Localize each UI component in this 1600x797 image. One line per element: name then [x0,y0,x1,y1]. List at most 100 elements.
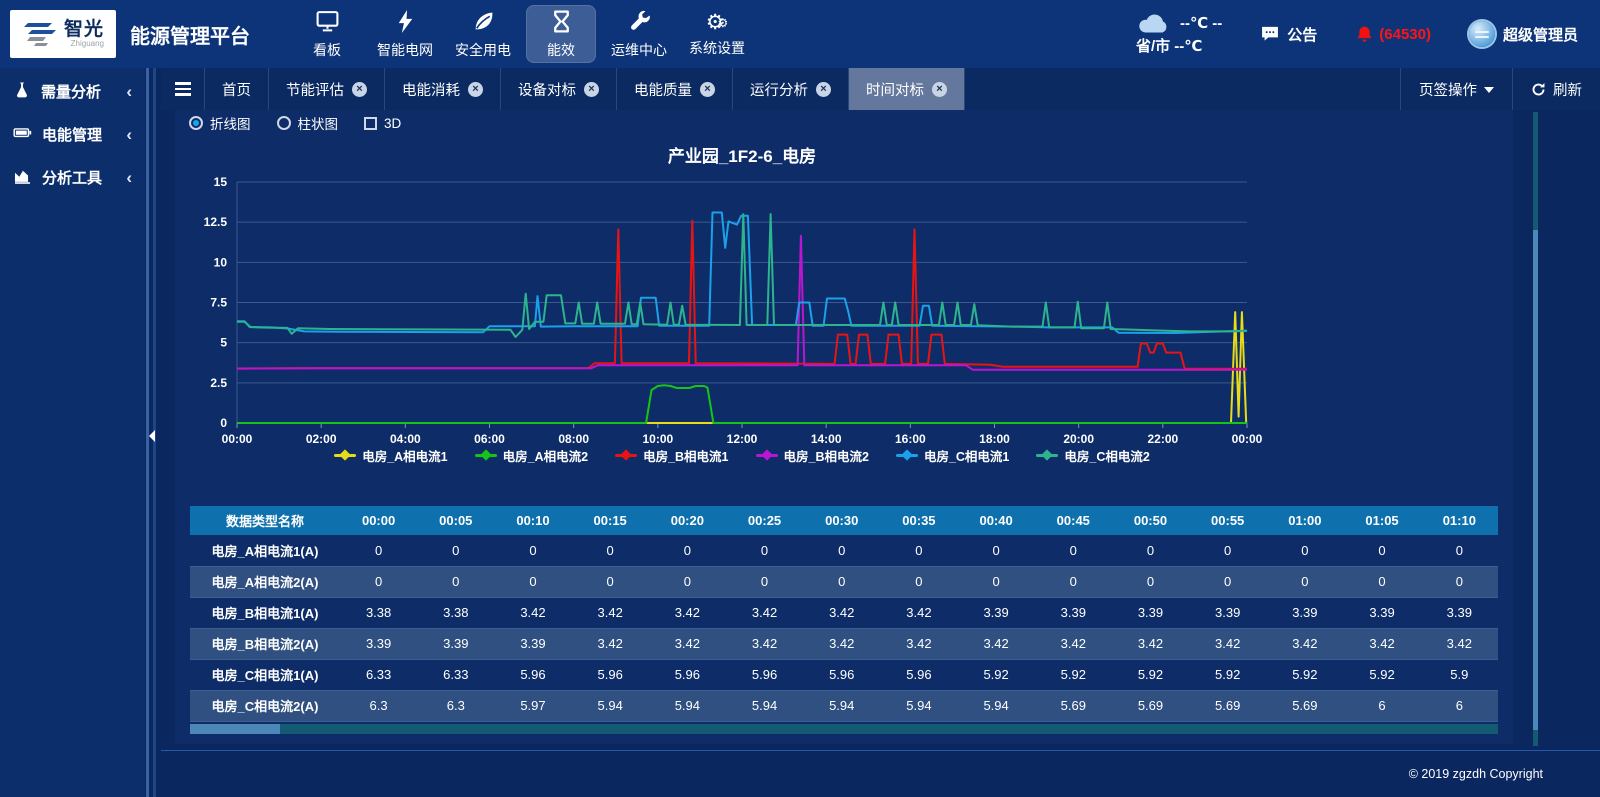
alarm-button[interactable]: (64530) [1355,25,1431,44]
legend-item-电房_C相电流2[interactable]: 电房_C相电流2 [1036,446,1150,465]
row-label: 电房_C相电流1(A) [211,668,319,683]
chevron-left-icon: ‹ [126,167,132,187]
body-row: 需量分析 ‹ 电能管理 ‹ 分析工具 ‹ 首页 节能评估 × 电能消耗 × 设备对标 × 电能质量 × 运行… [0,68,1600,797]
hourglass-icon [549,9,574,37]
legend-item-电房_A相电流1[interactable]: 电房_A相电流1 [334,446,448,465]
tab-首页[interactable]: 首页 [205,68,269,110]
table-header-cell: 00:35 [880,506,958,535]
tab-operations-label: 页签操作 [1419,82,1477,99]
cell-value: 6.33 [365,667,392,682]
nav-item-看板[interactable]: 看板 [292,5,362,63]
cell-value: 3.42 [1060,636,1086,651]
cell-value: 0 [374,574,383,589]
cell-value: 0 [915,574,923,589]
nav-item-系统设置[interactable]: ⚙⚙ 系统设置 [682,5,752,63]
cell-value: 5.96 [751,667,778,682]
cell-value: 3.42 [829,605,855,620]
legend-item-电房_B相电流2[interactable]: 电房_B相电流2 [755,446,869,465]
top-header: 智光 Zhiguang 能源管理平台 看板 智能电网 安全用电 能效 运维中心 ⚙⚙ 系统设… [0,0,1600,68]
tab-close-icon[interactable]: × [468,81,483,97]
nav-item-智能电网[interactable]: 智能电网 [370,5,440,63]
svg-text:08:00: 08:00 [558,432,589,444]
nav-item-安全用电[interactable]: 安全用电 [448,5,518,63]
cell-value: 0 [452,574,460,589]
row-label: 电房_B相电流1(A) [211,606,319,621]
radio-柱状图[interactable]: 柱状图 [276,113,338,133]
cell-value: 5.96 [520,667,546,682]
legend-item-电房_A相电流2[interactable]: 电房_A相电流2 [474,446,589,465]
tab-节能评估[interactable]: 节能评估 × [269,68,385,110]
vertical-scrollbar-thumb[interactable] [1533,230,1538,730]
horizontal-scrollbar-thumb[interactable] [190,723,280,734]
tab-label: 节能评估 [286,82,344,99]
svg-text:14:00: 14:00 [811,432,842,444]
tab-close-icon[interactable]: × [932,81,947,97]
table-header-cell: 00:00 [340,506,418,535]
cell-value: 5.96 [597,667,623,682]
sidebar-item-分析工具[interactable]: 分析工具 ‹ [0,156,145,199]
tab-close-icon[interactable]: × [352,81,367,97]
svg-text:12.5: 12.5 [204,215,228,229]
checkbox-3D[interactable]: 3D [364,116,401,131]
svg-text:22:00: 22:00 [1147,432,1178,444]
sidebar-collapse-handle[interactable] [149,430,155,442]
cell-value: 3.39 [1446,605,1472,620]
user-menu[interactable]: 超级管理员 [1468,21,1578,47]
cell-value: 5.92 [1215,667,1241,682]
legend-label: 电房_A相电流1 [362,449,448,464]
notice-label: 公告 [1287,26,1318,44]
tab-operations-button[interactable]: 页签操作 [1400,68,1512,110]
vertical-scrollbar[interactable] [1533,112,1538,746]
chart-icon [13,166,32,189]
notice-button[interactable]: 公告 [1260,24,1317,45]
legend-item-电房_C相电流1[interactable]: 电房_C相电流1 [895,446,1009,465]
user-name: 超级管理员 [1502,26,1578,44]
cell-value: 0 [838,542,846,558]
copyright-text: © 2019 zgzdh Copyright [1408,767,1543,781]
chart-title: 产业园_1F2-6_电房 [667,147,817,166]
sidebar-item-电能管理[interactable]: 电能管理 ‹ [0,113,145,156]
tab-电能消耗[interactable]: 电能消耗 × [385,68,501,110]
refresh-button[interactable]: 刷新 [1512,68,1600,110]
legend-label: 电房_A相电流2 [502,449,589,464]
weather-temp: --℃ -- [1179,14,1223,32]
cell-value: 3.42 [520,605,546,620]
tab-close-icon[interactable]: × [700,81,715,97]
flask-icon [13,81,31,103]
legend-item-电房_B相电流1[interactable]: 电房_B相电流1 [615,446,729,465]
cell-value: 0 [1455,542,1463,558]
table-header-cell: 00:10 [494,506,572,535]
nav-item-运维中心[interactable]: 运维中心 [604,5,674,63]
table-header-cell: 00:15 [571,506,649,535]
menu-toggle-button[interactable] [161,68,205,110]
line-chart: 0 2.5 5 7.5 10 12.5 15 00:00 02:00 04:00 06:00 08:0… [204,175,1263,444]
svg-text:18:00: 18:00 [979,432,1010,444]
cell-value: 6.33 [443,667,469,682]
sidebar-divider [145,68,161,797]
svg-text:20:00: 20:00 [1063,432,1094,444]
nav-item-label: 安全用电 [455,41,511,58]
tab-设备对标[interactable]: 设备对标 × [501,68,617,110]
horizontal-scrollbar[interactable] [190,723,1498,734]
sidebar-item-需量分析[interactable]: 需量分析 ‹ [0,70,145,113]
tab-运行分析[interactable]: 运行分析 × [733,68,849,110]
cell-value: 3.39 [1215,605,1241,620]
table-header-cell: 数据类型名称 [190,506,340,535]
cell-value: 5.69 [1292,698,1318,713]
tab-close-icon[interactable]: × [816,81,831,97]
cell-value: 5.92 [1137,667,1164,682]
radio-折线图[interactable]: 折线图 [189,113,251,133]
svg-text:10:00: 10:00 [642,432,673,444]
nav-item-能效[interactable]: 能效 [526,5,596,63]
cell-value: 0 [529,574,537,589]
cell-value: 5.9 [1450,667,1469,682]
cell-value: 6 [1455,698,1463,713]
cell-value: 5.96 [674,667,700,682]
tab-close-icon[interactable]: × [584,81,599,97]
tab-时间对标[interactable]: 时间对标 × [849,68,965,110]
table-header-cell: 00:25 [725,506,804,535]
logo-text: 智光 Zhiguang [64,20,104,48]
svg-text:5: 5 [220,336,227,350]
cell-value: 5.92 [1292,667,1318,682]
tab-电能质量[interactable]: 电能质量 × [617,68,733,110]
